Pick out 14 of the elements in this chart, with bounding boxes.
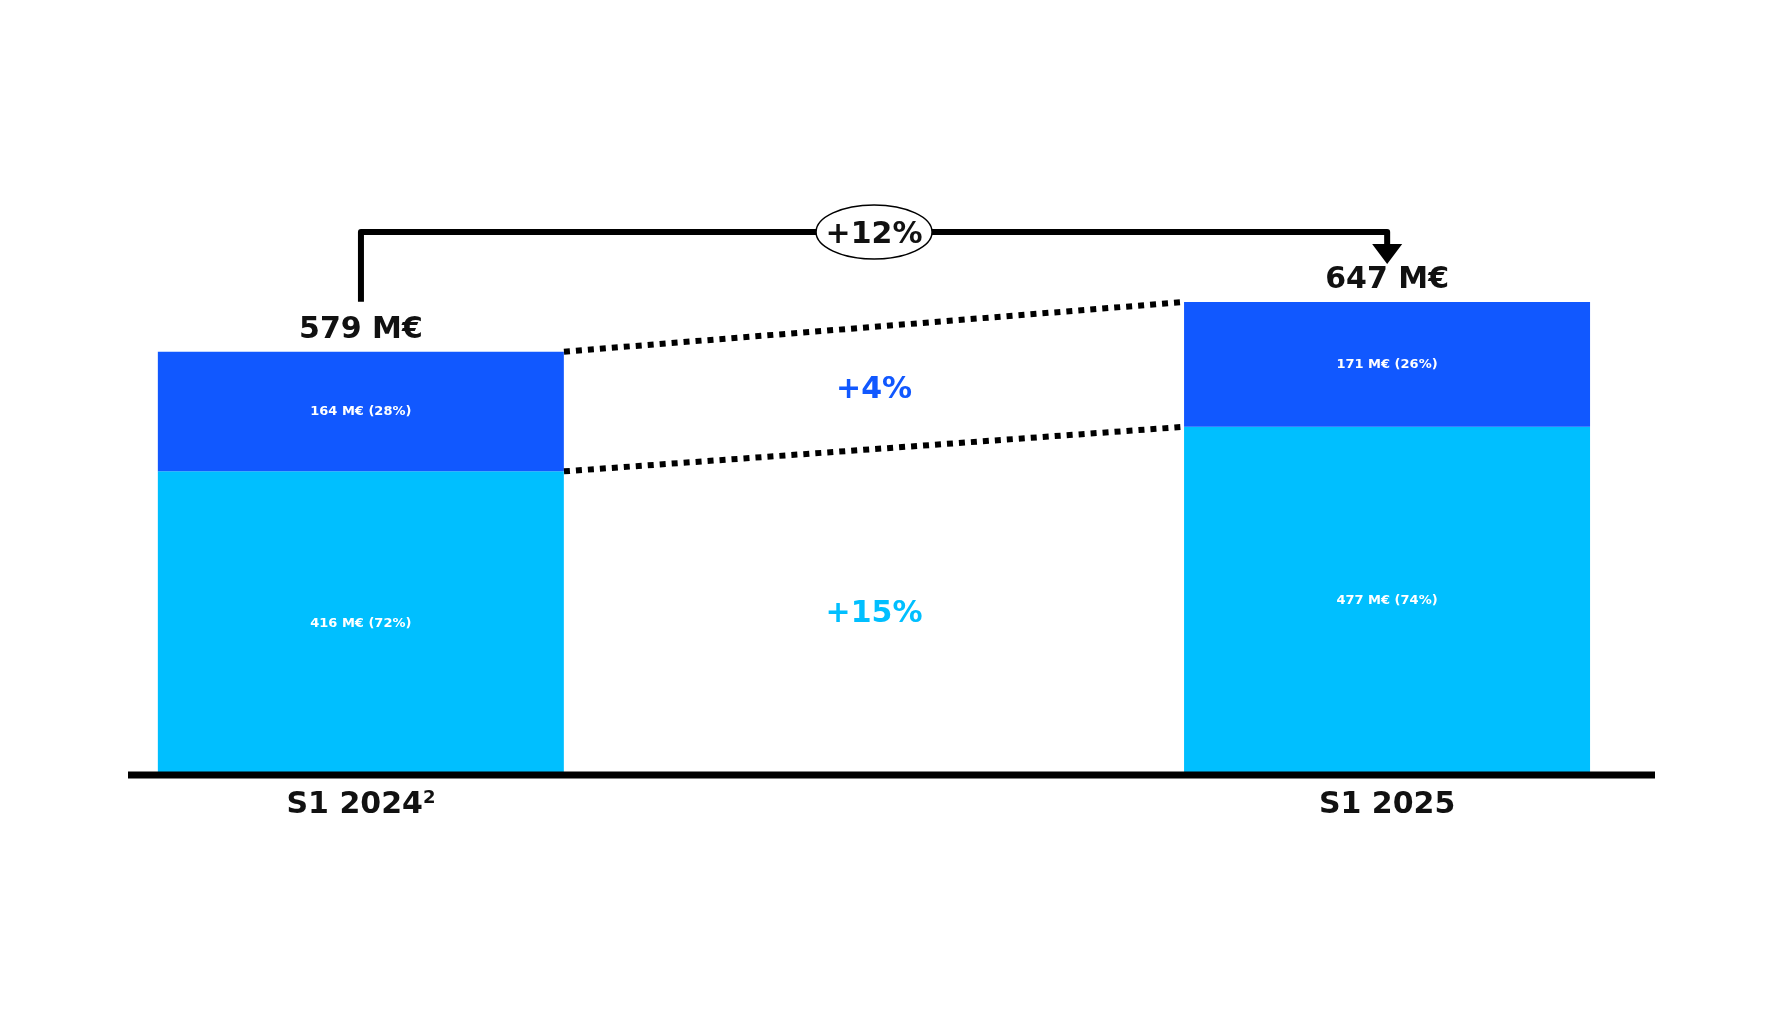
total-label: 579 M€ <box>299 309 423 345</box>
x-tick-label: S1 2024$^{2}$ <box>286 785 436 820</box>
data-label: 171 M€ (26%) <box>1336 355 1438 371</box>
data-label: 164 M€ (28%) <box>310 402 412 418</box>
total-label: 647 M€ <box>1325 260 1450 295</box>
annotation: +15% <box>825 594 923 630</box>
x-tick-label: S1 2025 <box>1318 785 1456 820</box>
data-label: 477 M€ (74%) <box>1336 592 1438 608</box>
text: +12% <box>825 215 923 250</box>
bar <box>157 471 564 775</box>
data-label: 416 M€ (72%) <box>310 614 412 630</box>
bar <box>1184 426 1591 775</box>
annotation: +4% <box>836 369 913 405</box>
bar <box>157 351 564 472</box>
